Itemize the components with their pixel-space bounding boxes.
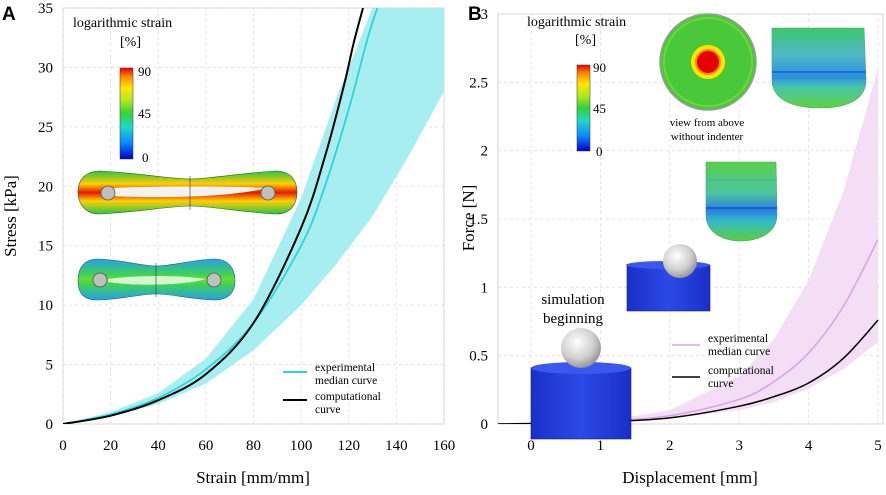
- panel-b-cylinder-initial: [530, 328, 632, 440]
- panel-b-legend-median-line1: experimental: [708, 333, 768, 345]
- panel-b-xtick-label: 0: [527, 438, 535, 454]
- panel-b-ytick-label: 1.5: [469, 212, 488, 228]
- panel-a-ytick-label: 0: [46, 417, 54, 433]
- panel-b-cylinder-indented: [626, 244, 711, 312]
- panel-a-colorbar-tick-mid: 45: [138, 106, 151, 121]
- panel-a-colorbar-tick-min: 0: [142, 150, 149, 165]
- panel-b-colorbar-tick-max: 90: [593, 60, 606, 75]
- panel-a-legend-median-line1: experimental: [315, 362, 375, 374]
- panel-a-ytick-label: 30: [38, 60, 53, 76]
- panel-a: A 0 20 40 60 80 100 120 140 160 0 5 10 15 20 25 30 35 St…: [1, 1, 455, 487]
- panel-a-label: A: [2, 4, 16, 25]
- panel-b-legend-computational-line2: curve: [708, 378, 734, 390]
- panel-a-inset-title-line2: [%]: [120, 35, 141, 50]
- panel-b-note-line1: view from above: [670, 117, 745, 129]
- panel-b-colorbar-tick-mid: 45: [593, 101, 606, 116]
- panel-a-specimen-relaxed: [77, 258, 236, 301]
- panel-a-specimen-stretched: [77, 170, 298, 215]
- panel-a-colorbar: [119, 67, 134, 160]
- panel-a-legend-median-line2: median curve: [315, 375, 377, 387]
- panel-b-colorbar: [576, 64, 591, 152]
- panel-a-xtick-label: 160: [433, 438, 456, 454]
- panel-b-ytick-label: 0: [481, 417, 489, 433]
- panel-b-inset-title-line2: [%]: [575, 33, 596, 48]
- panel-a-xtick-label: 100: [290, 438, 313, 454]
- panel-a-xlabel: Strain [mm/mm]: [196, 468, 310, 487]
- panel-b-xtick-label: 1: [597, 438, 605, 454]
- panel-a-xtick-label: 80: [246, 438, 261, 454]
- panel-b-cap-middle: [705, 161, 778, 242]
- panel-b-ytick-label: 0.5: [469, 349, 488, 365]
- panel-b-experimental-band: [531, 68, 878, 424]
- panel-b-ytick-label: 2.5: [469, 75, 488, 91]
- panel-a-ytick-label: 10: [38, 298, 53, 314]
- panel-a-xtick-label: 40: [151, 438, 166, 454]
- panel-b-legend-median-line2: median curve: [708, 346, 770, 358]
- panel-b-colorbar-tick-min: 0: [596, 144, 603, 159]
- panel-b-xtick-label: 4: [805, 438, 813, 454]
- panel-b-cap-side-view: [771, 27, 867, 109]
- panel-b-top-view-disc: [659, 13, 757, 111]
- panel-a-legend-computational-line2: curve: [315, 404, 341, 416]
- panel-a-xtick-label: 140: [385, 438, 408, 454]
- panel-b-ticks: 0 1 2 3 4 500.511.522.53: [469, 7, 882, 454]
- panel-a-xtick-label: 60: [198, 438, 213, 454]
- panel-a-xtick-label: 0: [59, 438, 67, 454]
- panel-b-ytick-label: 2: [481, 144, 489, 160]
- panel-a-xtick-label: 120: [338, 438, 361, 454]
- panel-a-legend: experimental median curve computational …: [283, 362, 381, 416]
- panel-a-ytick-label: 20: [38, 179, 53, 195]
- panel-b-label: B: [468, 4, 482, 25]
- panel-b-xtick-label: 5: [874, 438, 882, 454]
- panel-a-ytick-label: 25: [38, 120, 53, 136]
- panel-a-colorbar-tick-max: 90: [138, 64, 151, 79]
- panel-b-simulation-line1: simulation: [541, 292, 605, 308]
- panel-a-ticks: 0 20 40 60 80 100 120 140 160 0 5 10 15 20 25 30 35: [38, 1, 455, 454]
- panel-a-computational-line: [63, 8, 364, 424]
- panel-b-ylabel: Force [N]: [459, 185, 478, 252]
- panel-b-ytick-label: 1: [481, 280, 489, 296]
- panel-a-ylabel: Stress [kPa]: [1, 175, 20, 257]
- panel-b-xlabel: Displacement [mm]: [622, 468, 758, 487]
- panel-b-simulation-line2: beginning: [543, 311, 603, 327]
- panel-a-xtick-label: 20: [103, 438, 118, 454]
- panel-b-xtick-label: 3: [735, 438, 743, 454]
- panel-a-ytick-label: 35: [38, 1, 53, 17]
- panel-b-note-line2: without indenter: [671, 131, 744, 143]
- panel-b-legend-computational-line1: computational: [708, 365, 774, 377]
- panel-a-ytick-label: 15: [38, 239, 53, 255]
- panel-a-experimental-median-line: [63, 8, 379, 424]
- panel-b: B 0 1 2 3 4 500.511.522.53 Displacement [mm] …: [459, 4, 884, 487]
- panel-b-inset-title-line1: logarithmic strain: [527, 15, 626, 30]
- panel-b-xtick-label: 2: [666, 438, 674, 454]
- panel-a-ytick-label: 5: [46, 358, 54, 374]
- panel-a-inset-title-line1: logarithmic strain: [73, 16, 172, 31]
- panel-b-ytick-label: 3: [481, 7, 489, 23]
- panel-b-legend: experimental median curve computational …: [672, 333, 774, 390]
- panel-a-legend-computational-line1: computational: [315, 391, 381, 403]
